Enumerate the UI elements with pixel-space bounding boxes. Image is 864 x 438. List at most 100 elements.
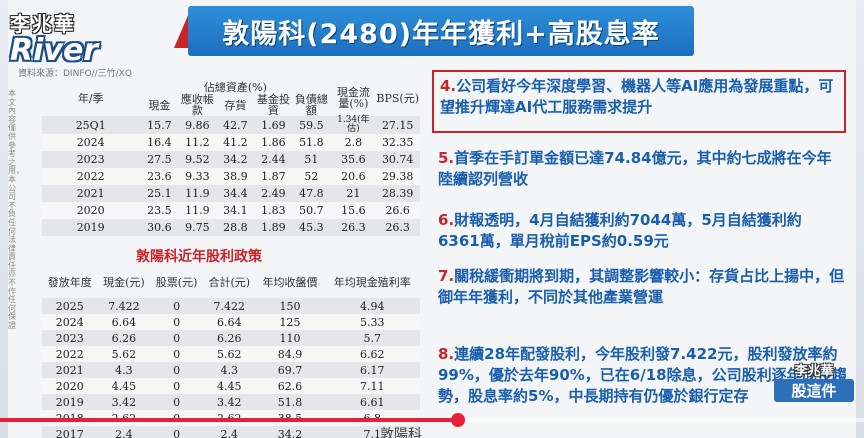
- table-row: 25Q1 15.7 9.86 42.7 1.69 59.5 1.34(年估) 27.15: [42, 116, 420, 134]
- table-cell: 32.35: [381, 136, 414, 149]
- table-cell: 4.3: [220, 363, 239, 377]
- table-cell: 2024: [76, 136, 105, 149]
- table-cell: 35.6: [341, 153, 366, 166]
- point-text: 公司看好今年深度學習、機器人等AI應用為發展重點，可望推升輝達AI代工服務需求提…: [440, 77, 834, 116]
- table-cell: 1.83: [261, 204, 286, 217]
- table-cell: 2.49: [261, 187, 286, 200]
- table-cell: 28.8: [223, 221, 248, 234]
- badge-line2: 股這件: [774, 379, 854, 402]
- table-cell: 6.26: [111, 331, 137, 345]
- progress-scrubber[interactable]: [451, 413, 465, 427]
- table-cell: 9.33: [185, 170, 210, 183]
- table-cell: 11.9: [185, 187, 210, 200]
- table-cell: 11.2: [185, 136, 210, 149]
- slide: 敦陽科(2480)年年獲利+高股息率 本文內容僅供參考之用，本公司不負任何法律責…: [8, 0, 856, 438]
- table-cell: 34.1: [223, 204, 248, 217]
- table-cell: 1.86: [261, 136, 286, 149]
- point-5: 5.首季在手訂單金額已達74.84億元，其中約七成將在今年陸續認列營收: [438, 148, 838, 190]
- channel-watermark: 李兆華 River: [10, 8, 120, 68]
- table-cell: 34.2: [223, 153, 248, 166]
- table-cell: 6.17: [359, 363, 385, 377]
- table-cell: 16.4: [147, 136, 172, 149]
- header-div-cash: 現金(元): [103, 275, 145, 289]
- table-cell: 2021: [76, 187, 105, 200]
- table-cell: 5.62: [217, 347, 242, 361]
- table-cell: 1.69: [261, 118, 286, 132]
- progress-fill: [0, 418, 458, 422]
- table-cell: 84.9: [277, 347, 303, 361]
- table-row: 2022 5.62 0 5.62 84.9 6.62: [42, 346, 420, 362]
- video-progress-bar[interactable]: [0, 413, 864, 427]
- table-cell: 2021: [55, 363, 84, 377]
- point-number: 8.: [438, 345, 455, 363]
- table-cell: 25Q1: [75, 118, 106, 132]
- table-cell: 5.7: [363, 331, 381, 345]
- dividend-title: 敦陽科近年股利政策: [136, 249, 262, 265]
- point-text: 連續28年配發股利，今年股利發7.422元，股利發放率約99%，優於去年90%，…: [438, 345, 847, 405]
- header-liability: 負債總額: [294, 93, 328, 117]
- table-cell: 62.6: [277, 379, 303, 393]
- page-title: 敦陽科(2480)年年獲利+高股息率: [222, 18, 660, 50]
- table-cell: 42.7: [223, 118, 248, 132]
- table-cell: 9.75: [185, 221, 210, 234]
- table-cell: 150: [279, 299, 301, 313]
- watermark-cn: 李兆華: [10, 12, 76, 36]
- header-div-price: 年均收盤價: [262, 275, 318, 289]
- table-cell: 2.4: [220, 427, 239, 438]
- header-div-year: 發放年度: [47, 275, 92, 289]
- table-row: 2019 3.42 0 3.42 51.8 6.61: [42, 394, 420, 410]
- table-cell: 38.9: [223, 170, 248, 183]
- table-cell: 4.45: [217, 379, 242, 393]
- table-cell: 50.7: [299, 204, 324, 217]
- table-cell: 1.87: [261, 170, 286, 183]
- table-cell: 0: [173, 427, 181, 438]
- table-cell: 25.1: [147, 187, 172, 200]
- table-cell: 2022: [76, 170, 105, 183]
- table-cell: 21: [346, 187, 361, 200]
- table-cell: 26.6: [385, 204, 410, 217]
- table-cell: 34.2: [277, 427, 303, 438]
- table-cell: 0: [173, 347, 181, 361]
- table-cell: 2023: [55, 331, 84, 345]
- table-cell: 23.6: [147, 170, 172, 183]
- table-cell: 6.26: [217, 331, 242, 345]
- table-cell: 28.39: [381, 187, 414, 200]
- header-cash: 現金: [148, 98, 171, 112]
- table-cell: 9.86: [185, 118, 210, 132]
- table-cell: 69.7: [277, 363, 303, 377]
- table-row: 2024 6.64 0 6.64 125 5.33: [42, 314, 420, 330]
- table-cell: 0: [173, 395, 181, 409]
- header-year: 年/季: [77, 91, 104, 105]
- table-cell: 9.52: [185, 153, 210, 166]
- table-row: 2022 23.6 9.33 38.9 1.87 52 20.6 29.38: [42, 168, 420, 185]
- table-cell: 27.15: [381, 118, 414, 132]
- point-text: 關稅緩衝期將到期，其調整影響較小：存貨占比上揚中，但御年年獲利，不同於其他產業營…: [438, 267, 845, 306]
- point-text: 首季在手訂單金額已達74.84億元，其中約七成將在今年陸續認列營收: [438, 149, 832, 188]
- watermark-en: River: [10, 33, 99, 68]
- table-cell: 3.42: [111, 395, 137, 409]
- table-cell: 110: [279, 331, 301, 345]
- table-cell: 0: [173, 315, 181, 329]
- table-cell: 0: [173, 331, 181, 345]
- source-note: 資料來源：DINFO//三竹/XQ: [18, 69, 132, 79]
- table-cell: 4.45: [111, 379, 137, 393]
- table-cell: 5.62: [111, 347, 137, 361]
- table-cell: 1.34(年估): [337, 115, 370, 134]
- point-number: 6.: [438, 211, 455, 229]
- point-7: 7.關稅緩衝期將到期，其調整影響較小：存貨占比上揚中，但御年年獲利，不同於其他產…: [438, 266, 848, 308]
- table-cell: 7.422: [108, 299, 140, 313]
- table-cell: 6.61: [359, 395, 385, 409]
- financial-table: 年/季 佔總資產(%) 現金流量(%) BPS(元) 現金 應收帳款 存貨 基金…: [42, 80, 420, 236]
- table-cell: 2020: [76, 204, 105, 217]
- table-cell: 1.89: [261, 221, 286, 234]
- cut-off-caption: 敦陽科: [380, 427, 422, 438]
- table-row: 2019 30.6 9.75 28.8 1.89 45.3 26.3 26.3: [42, 219, 420, 236]
- table-cell: 29.38: [381, 170, 414, 183]
- table-cell: 7.1: [363, 427, 381, 438]
- table-cell: 27.5: [147, 153, 172, 166]
- table-cell: 3.42: [217, 395, 242, 409]
- badge-line1: 李兆華: [794, 364, 834, 379]
- header-receivable: 應收帳款: [180, 93, 214, 117]
- point-8: 8.連續28年配發股利，今年股利發7.422元，股利發放率約99%，優於去年90…: [438, 344, 848, 407]
